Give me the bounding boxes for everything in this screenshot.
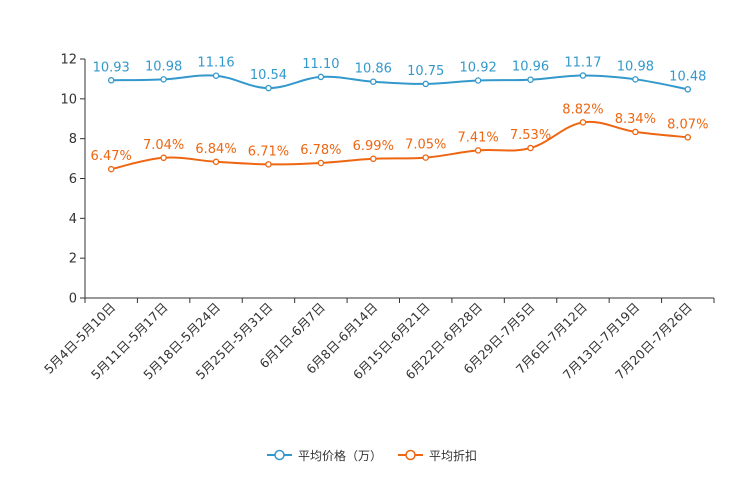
data-point [317,73,325,81]
data-label: 6.47% [91,149,132,164]
data-label: 8.34% [615,112,656,127]
data-label: 10.86 [355,62,392,77]
data-label: 11.16 [197,56,234,71]
series-line-1 [110,120,688,171]
data-label: 6.99% [353,139,394,154]
data-point [579,119,587,126]
data-point [474,77,482,84]
data-point [422,80,429,88]
data-point [107,165,115,173]
data-point [527,76,534,83]
data-label: 10.98 [617,59,654,74]
y-tick-label: 8 [69,132,77,147]
data-label: 10.75 [407,64,444,79]
y-tick-label: 2 [69,252,77,267]
data-point [265,161,272,168]
data-label: 11.17 [564,56,601,71]
data-point [684,134,692,141]
data-label: 10.96 [512,60,549,75]
data-point [212,72,220,79]
data-point [107,77,115,84]
data-point [265,84,272,92]
legend-label: 平均价格（万） [297,448,382,463]
data-point [370,155,377,163]
legend-marker-icon [398,449,423,461]
legend-circle [274,449,285,461]
data-label: 7.04% [143,138,184,153]
data-label: 6.84% [195,142,236,157]
y-tick-label: 0 [69,292,77,307]
data-point [370,78,377,85]
data-label: 10.93 [93,60,130,75]
data-label: 11.10 [302,57,339,72]
data-point [212,158,220,166]
legend-item-0[interactable]: 平均价格（万） [266,447,382,464]
data-point [160,76,167,83]
legend-item-1[interactable]: 平均折扣 [398,447,477,464]
line-chart: 0246810125月4日-5月10日5月11日-5月17日5月18日-5月24… [41,53,715,382]
series-line-0 [111,74,688,91]
data-label: 6.78% [300,143,341,158]
y-tick-label: 6 [69,172,77,187]
data-label: 10.54 [250,68,287,83]
legend-circle [405,449,416,461]
legend-marker-icon [266,449,292,461]
data-label: 8.82% [562,102,603,117]
data-point [317,159,325,167]
data-label: 10.92 [460,61,497,76]
data-point [684,86,692,93]
legend-label: 平均折扣 [429,448,478,463]
data-point [579,72,587,79]
y-tick-label: 12 [60,53,77,68]
data-point [474,147,482,154]
y-tick-label: 10 [60,92,77,107]
data-point [160,154,167,162]
data-label: 10.98 [145,59,182,74]
data-point [632,128,639,136]
data-label: 8.07% [667,117,708,132]
data-label: 7.41% [457,130,498,145]
data-point [632,76,639,83]
data-point [527,144,534,152]
data-label: 10.48 [669,69,706,84]
data-label: 7.05% [405,138,446,153]
data-label: 6.71% [248,144,289,159]
y-tick-label: 4 [69,212,77,227]
data-label: 7.53% [510,128,551,143]
legend: 平均价格（万） 平均折扣 [0,443,744,467]
data-point [422,154,429,161]
